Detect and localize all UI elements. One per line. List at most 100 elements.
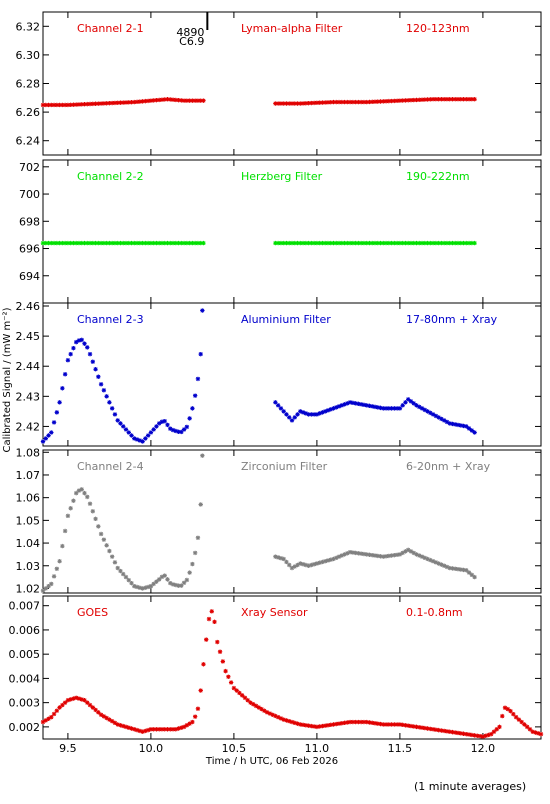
data-point-goes <box>511 711 516 717</box>
data-point-ch24 <box>82 490 87 496</box>
data-point-goes <box>300 722 306 728</box>
data-point-goes <box>306 723 311 728</box>
data-point-ch24 <box>145 584 151 590</box>
ytick-label-ch22: 696 <box>19 243 40 256</box>
data-point-ch22 <box>428 240 433 246</box>
data-point-ch22 <box>444 240 450 246</box>
panel-label-ch24: Zirconium Filter <box>241 460 328 473</box>
data-point-goes <box>284 718 289 723</box>
data-point-ch23 <box>394 406 400 411</box>
data-point-ch22 <box>342 240 347 246</box>
data-point-ch24 <box>295 562 300 568</box>
data-point-ch21 <box>71 102 76 107</box>
data-point-ch23 <box>162 418 167 424</box>
data-point-ch21 <box>309 100 314 106</box>
ytick-label-ch21: 6.24 <box>16 135 41 148</box>
data-point-ch22 <box>190 240 195 246</box>
data-point-ch24 <box>275 555 281 560</box>
data-point-goes <box>394 722 400 727</box>
data-point-goes <box>458 731 463 736</box>
data-point-ch24 <box>450 566 455 571</box>
data-point-ch22 <box>367 240 372 246</box>
data-point-ch23 <box>79 337 84 343</box>
data-point-goes <box>372 721 378 726</box>
data-point-ch21 <box>129 100 134 105</box>
data-point-goes <box>494 727 499 732</box>
panel-label-ch23: Aluminium Filter <box>241 313 331 326</box>
data-point-ch22 <box>389 240 394 246</box>
data-point-ch23 <box>281 409 286 414</box>
data-point-ch23 <box>342 402 347 407</box>
panel-label-ch22: 190-222nm <box>406 170 470 183</box>
data-point-ch22 <box>85 240 90 246</box>
data-point-goes <box>251 702 256 707</box>
data-point-ch23 <box>358 402 364 407</box>
data-point-ch22 <box>323 240 328 246</box>
data-point-ch24 <box>184 577 190 583</box>
data-point-goes <box>486 732 491 738</box>
data-point-ch23 <box>422 407 427 413</box>
data-point-ch22 <box>87 240 93 246</box>
data-point-goes <box>192 714 198 719</box>
data-point-goes <box>226 674 231 679</box>
data-point-ch23 <box>49 430 54 435</box>
data-point-ch24 <box>96 524 101 529</box>
data-point-ch23 <box>192 393 198 398</box>
data-point-ch21 <box>51 102 57 108</box>
data-point-ch22 <box>273 240 278 246</box>
data-point-ch24 <box>453 566 458 571</box>
data-point-ch23 <box>450 421 455 427</box>
data-point-ch21 <box>112 100 118 106</box>
data-point-ch23 <box>345 401 350 406</box>
data-point-goes <box>311 724 317 729</box>
data-point-ch23 <box>112 412 118 417</box>
data-point-ch24 <box>154 579 159 584</box>
data-point-goes <box>414 724 419 730</box>
data-point-ch22 <box>109 240 115 246</box>
data-point-ch21 <box>65 102 71 108</box>
data-point-ch24 <box>165 577 170 582</box>
data-point-goes <box>123 724 129 730</box>
data-point-ch22 <box>184 240 190 246</box>
data-point-goes <box>505 706 510 712</box>
data-point-goes <box>309 723 314 729</box>
ytick-label-ch24: 1.03 <box>16 560 41 573</box>
data-point-goes <box>370 720 375 726</box>
data-point-ch22 <box>417 240 422 246</box>
data-point-ch23 <box>417 404 422 410</box>
data-point-ch24 <box>46 583 51 589</box>
data-point-goes <box>79 697 84 702</box>
data-point-ch23 <box>46 433 51 438</box>
data-point-ch21 <box>372 99 378 104</box>
data-point-ch22 <box>314 240 320 246</box>
data-point-goes <box>209 609 214 614</box>
data-point-ch23 <box>370 404 375 409</box>
data-point-ch22 <box>358 240 364 246</box>
data-point-ch21 <box>57 102 62 108</box>
data-point-ch23 <box>414 403 419 408</box>
data-point-ch22 <box>414 240 419 246</box>
data-point-ch24 <box>140 586 145 591</box>
data-point-ch22 <box>394 240 400 246</box>
data-point-ch24 <box>181 580 187 585</box>
data-point-ch23 <box>325 408 331 413</box>
data-point-ch21 <box>320 100 325 105</box>
data-point-ch24 <box>109 554 115 559</box>
data-point-ch21 <box>295 101 300 106</box>
data-point-ch21 <box>176 97 181 103</box>
data-point-ch24 <box>129 580 134 586</box>
data-point-ch22 <box>411 240 416 246</box>
data-point-ch21 <box>284 101 289 106</box>
data-point-ch23 <box>43 436 48 441</box>
data-point-goes <box>198 688 203 693</box>
data-point-ch21 <box>361 99 367 105</box>
data-point-goes <box>49 714 54 720</box>
data-point-goes <box>242 695 248 700</box>
data-point-ch22 <box>278 240 284 246</box>
data-point-goes <box>392 722 397 727</box>
data-point-ch22 <box>195 240 201 246</box>
data-point-ch22 <box>82 240 87 246</box>
data-point-ch22 <box>345 240 350 246</box>
data-point-ch21 <box>414 97 419 103</box>
data-point-goes <box>90 705 95 710</box>
